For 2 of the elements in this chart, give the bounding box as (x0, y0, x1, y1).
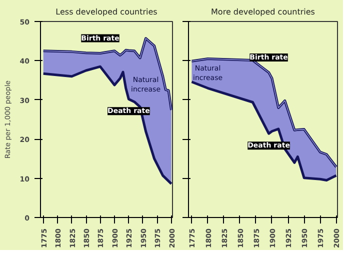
chart-title: Less developed countries (56, 8, 158, 16)
chart-title: More developed countries (211, 8, 315, 16)
